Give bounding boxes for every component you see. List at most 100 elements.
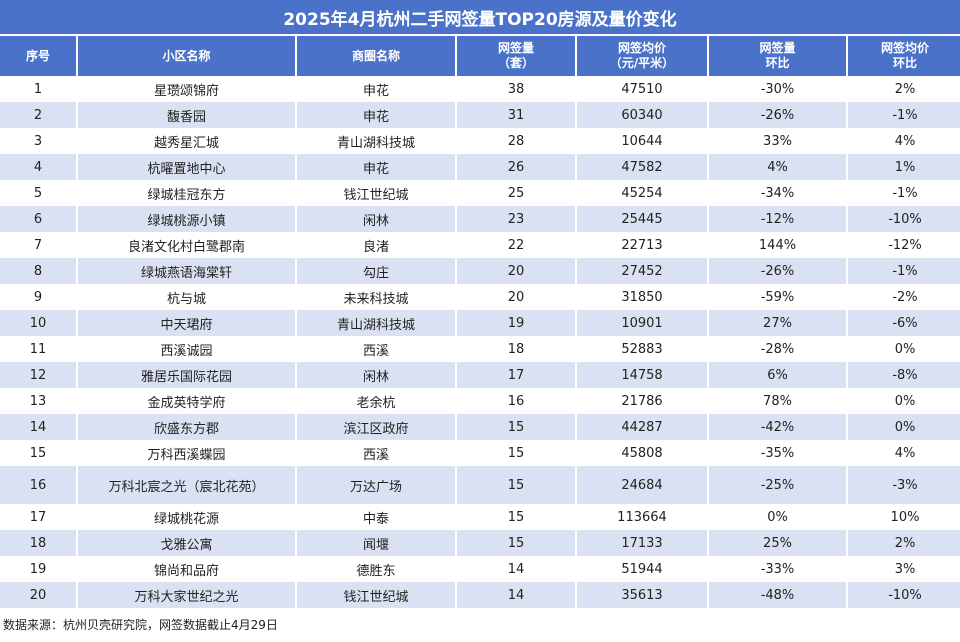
- cell-sales-mom: -33%: [760, 561, 795, 577]
- cell-business-area: 勾庄: [297, 258, 455, 284]
- cell-avg-price: 24684: [577, 466, 707, 504]
- cell-sales-mom: -25%: [709, 466, 846, 504]
- cell-avg-price: 14758: [577, 362, 707, 388]
- table-row: 8 绿城燕语海棠轩 勾庄 20 27452 -26% -1%: [0, 258, 960, 284]
- cell-business-area: 西溪: [362, 343, 389, 359]
- cell-community-name: 绿城桂冠东方: [147, 187, 226, 203]
- source-note: 数据来源：杭州贝壳研究院，网签数据截止4月29日: [3, 618, 278, 632]
- cell-rank: 13: [29, 393, 47, 409]
- table-row: 2 馥香园 申花 31 60340 -26% -1%: [0, 102, 960, 128]
- column-header-text: 序号: [25, 48, 50, 63]
- cell-business-area: 未来科技城: [343, 291, 409, 307]
- cell-sales-mom: 33%: [763, 133, 792, 149]
- table-row: 12 雅居乐国际花园 闲林 17 14758 6% -8%: [0, 362, 960, 388]
- cell-price-mom: 4%: [894, 133, 916, 149]
- cell-business-area: 申花: [362, 83, 389, 99]
- table-row: 10 中天珺府 青山湖科技城 19 10901 27% -6%: [0, 310, 960, 336]
- cell-rank: 4: [0, 154, 76, 180]
- cell-price-mom: 2%: [894, 81, 916, 97]
- column-header-sales-mom: 网签量 环比: [709, 34, 846, 76]
- cell-community-name: 西溪诚园: [160, 343, 213, 359]
- cell-price-mom: 2%: [848, 530, 960, 556]
- table-row: 14 欣盛东方郡 滨江区政府 15 44287 -42% 0%: [0, 414, 960, 440]
- cell-avg-price: 51944: [621, 561, 663, 577]
- cell-sales-mom: -35%: [760, 445, 795, 461]
- cell-avg-price: 17133: [577, 530, 707, 556]
- cell-rank: 12: [0, 362, 76, 388]
- cell-price-mom: 1%: [848, 154, 960, 180]
- cell-rank: 9: [33, 289, 43, 305]
- column-header-text: （元/平米）: [609, 56, 675, 70]
- cell-avg-price: 35613: [577, 582, 707, 608]
- table-row: 9 杭与城 未来科技城 20 31850 -59% -2%: [0, 284, 960, 310]
- cell-price-mom: -2%: [892, 289, 918, 305]
- table-row: 16 万科北宸之光（宸北花苑） 万达广场 15 24684 -25% -3%: [0, 466, 960, 504]
- cell-community-name: 馥香园: [78, 102, 295, 128]
- cell-community-name: 杭与城: [166, 291, 206, 307]
- cell-community-name: 中天珺府: [78, 310, 295, 336]
- cell-community-name: 越秀星汇城: [153, 135, 219, 151]
- cell-sales-count: 14: [457, 582, 575, 608]
- cell-rank: 1: [33, 81, 43, 97]
- cell-community-name: 杭曜置地中心: [78, 154, 295, 180]
- cell-business-area: 闻堰: [297, 530, 455, 556]
- cell-sales-count: 18: [507, 341, 525, 357]
- cell-rank: 19: [29, 561, 47, 577]
- cell-sales-mom: -26%: [709, 102, 846, 128]
- cell-business-area: 申花: [297, 102, 455, 128]
- cell-business-area: 青山湖科技城: [336, 135, 415, 151]
- cell-price-mom: -10%: [848, 206, 960, 232]
- cell-rank: 14: [0, 414, 76, 440]
- cell-avg-price: 31850: [621, 289, 663, 305]
- cell-avg-price: 45254: [621, 185, 663, 201]
- cell-avg-price: 47510: [621, 81, 663, 97]
- cell-avg-price: 113664: [617, 509, 667, 525]
- cell-price-mom: 0%: [894, 341, 916, 357]
- cell-business-area: 闲林: [297, 206, 455, 232]
- cell-sales-count: 38: [507, 81, 525, 97]
- cell-rank: 10: [0, 310, 76, 336]
- cell-avg-price: 60340: [577, 102, 707, 128]
- column-header-avg-price: 网签均价 （元/平米）: [577, 34, 707, 76]
- cell-sales-count: 20: [457, 258, 575, 284]
- table-row: 13 金成英特学府 老余杭 16 21786 78% 0%: [0, 388, 960, 414]
- cell-community-name: 戈雅公寓: [78, 530, 295, 556]
- cell-rank: 2: [0, 102, 76, 128]
- cell-community-name: 锦尚和品府: [153, 563, 219, 579]
- cell-sales-mom: -12%: [709, 206, 846, 232]
- cell-sales-count: 22: [507, 237, 525, 253]
- cell-rank: 11: [29, 341, 47, 357]
- cell-sales-mom: 4%: [709, 154, 846, 180]
- cell-business-area: 良渚: [362, 239, 389, 255]
- table-row: 3 越秀星汇城 青山湖科技城 28 10644 33% 4%: [0, 128, 960, 154]
- table-row: 19 锦尚和品府 德胜东 14 51944 -33% 3%: [0, 556, 960, 582]
- table-row: 20 万科大家世纪之光 钱江世纪城 14 35613 -48% -10%: [0, 582, 960, 608]
- cell-community-name: 金成英特学府: [147, 395, 226, 411]
- column-header-sales-count: 网签量 （套）: [457, 34, 575, 76]
- cell-sales-count: 14: [507, 561, 525, 577]
- cell-price-mom: -1%: [848, 258, 960, 284]
- column-header-text: 网签均价: [617, 41, 666, 55]
- cell-community-name: 绿城桃花源: [153, 511, 219, 527]
- header-row: 序号 小区名称 商圈名称 网签量 （套） 网签均价 （元/平米） 网签量 环比 网签均价 环比: [0, 34, 960, 76]
- cell-avg-price: 10901: [577, 310, 707, 336]
- cell-sales-count: 15: [507, 445, 525, 461]
- column-header-price-mom: 网签均价 环比: [848, 34, 960, 76]
- cell-sales-mom: -26%: [709, 258, 846, 284]
- cell-rank: 3: [33, 133, 43, 149]
- cell-rank: 5: [33, 185, 43, 201]
- cell-community-name: 万科大家世纪之光: [78, 582, 295, 608]
- cell-sales-mom: 25%: [709, 530, 846, 556]
- cell-sales-mom: -34%: [760, 185, 795, 201]
- cell-business-area: 钱江世纪城: [343, 187, 409, 203]
- cell-business-area: 中泰: [362, 511, 389, 527]
- cell-avg-price: 10644: [621, 133, 663, 149]
- cell-business-area: 老余杭: [356, 395, 396, 411]
- cell-price-mom: -3%: [848, 466, 960, 504]
- cell-community-name: 星瓒颂锦府: [153, 83, 219, 99]
- table-row: 17 绿城桃花源 中泰 15 113664 0% 10%: [0, 504, 960, 530]
- cell-sales-mom: -48%: [709, 582, 846, 608]
- cell-sales-count: 15: [457, 466, 575, 504]
- table-row: 18 戈雅公寓 闻堰 15 17133 25% 2%: [0, 530, 960, 556]
